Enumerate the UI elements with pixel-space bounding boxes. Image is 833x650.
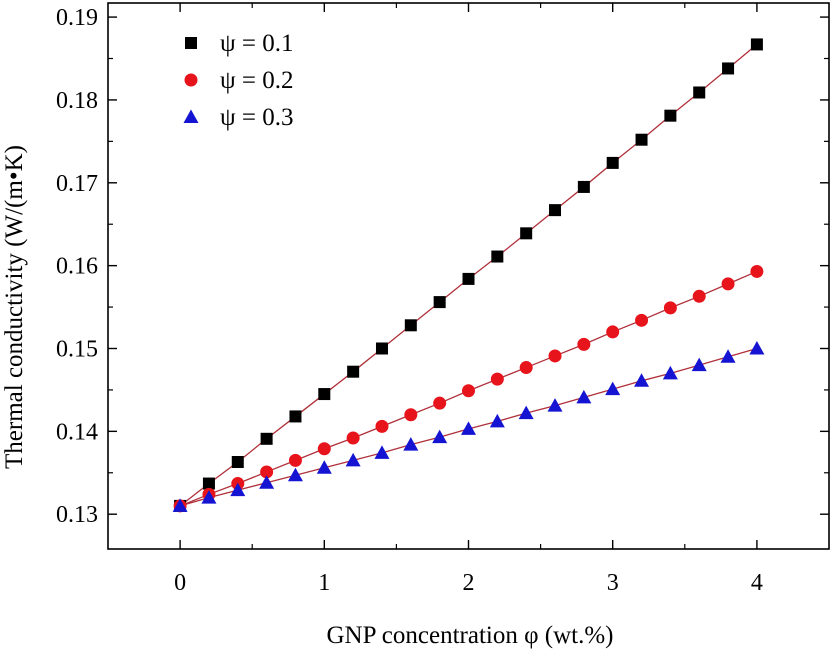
- data-point-series-3: [662, 365, 678, 380]
- data-point-series-3: [345, 452, 361, 467]
- legend-label-series-3: ψ = 0.3: [220, 104, 294, 131]
- legend-label-series-2: ψ = 0.2: [220, 67, 294, 94]
- legend-marker-series-3: [183, 109, 199, 123]
- data-point-series-3: [605, 381, 621, 396]
- x-axis-title: GNP concentration φ (wt.%): [326, 622, 613, 649]
- y-tick-label: 0.18: [56, 88, 98, 114]
- data-point-series-2: [548, 349, 562, 363]
- data-point-series-3: [172, 498, 188, 512]
- data-point-series-2: [317, 442, 331, 456]
- data-point-series-2: [692, 289, 706, 303]
- data-point-series-3: [518, 405, 534, 420]
- data-point-series-1: [433, 296, 446, 309]
- data-markers: [172, 38, 765, 513]
- data-point-series-1: [318, 388, 331, 401]
- data-point-series-2: [606, 325, 620, 339]
- data-point-series-2: [577, 337, 591, 351]
- data-point-series-3: [547, 398, 563, 412]
- data-point-series-1: [231, 456, 244, 469]
- x-tick-label: 0: [174, 570, 186, 596]
- data-point-series-1: [635, 133, 648, 146]
- data-point-series-3: [489, 413, 505, 428]
- data-point-series-1: [202, 477, 215, 490]
- x-tick-label: 1: [318, 570, 330, 596]
- x-tick-label: 3: [607, 570, 619, 596]
- data-point-series-1: [722, 62, 735, 75]
- x-tick-label: 2: [463, 570, 475, 596]
- data-point-series-1: [404, 319, 417, 332]
- data-point-series-3: [316, 460, 332, 474]
- data-point-series-3: [230, 482, 246, 497]
- data-point-series-2: [721, 277, 735, 291]
- legend-marker-series-1: [185, 37, 197, 49]
- data-point-series-1: [549, 204, 562, 217]
- data-point-series-2: [490, 372, 504, 386]
- data-point-series-1: [693, 86, 706, 99]
- y-tick-label: 0.17: [56, 171, 98, 197]
- data-point-series-3: [259, 475, 275, 489]
- data-point-series-2: [288, 453, 302, 467]
- data-point-series-1: [462, 272, 475, 285]
- y-tick-label: 0.14: [56, 419, 98, 445]
- y-tick-label: 0.19: [56, 5, 98, 31]
- axes: 0 1 2 3 4 0.13 0.14 0.15 0.16 0.17 0.18 0.19: [56, 2, 830, 596]
- data-point-series-3: [691, 357, 707, 372]
- data-point-series-2: [433, 396, 447, 410]
- data-point-series-2: [260, 465, 274, 479]
- data-point-series-3: [749, 340, 765, 355]
- data-point-series-1: [520, 227, 533, 240]
- data-point-series-3: [576, 389, 592, 404]
- data-point-series-1: [606, 156, 619, 169]
- y-tick-label: 0.15: [56, 336, 98, 362]
- data-point-series-2: [404, 408, 418, 422]
- data-point-series-1: [347, 365, 360, 378]
- data-point-series-1: [577, 180, 590, 193]
- data-point-series-3: [634, 373, 650, 387]
- data-point-series-1: [260, 432, 273, 445]
- legend: ψ = 0.1 ψ = 0.2 ψ = 0.3: [183, 30, 294, 131]
- data-point-series-3: [720, 349, 736, 363]
- data-point-series-1: [491, 250, 504, 263]
- data-point-series-3: [403, 437, 419, 451]
- data-point-series-2: [346, 431, 360, 445]
- y-tick-label: 0.16: [56, 254, 98, 280]
- data-point-series-3: [287, 467, 303, 482]
- data-point-series-3: [461, 421, 476, 435]
- data-point-series-2: [635, 313, 649, 327]
- data-point-series-3: [201, 490, 217, 504]
- y-tick-label: 0.13: [56, 502, 98, 528]
- legend-marker-series-2: [184, 73, 198, 87]
- y-axis-title: Thermal conductivity (W/(m•K): [1, 145, 28, 469]
- data-point-series-1: [375, 342, 388, 355]
- data-point-series-2: [462, 384, 475, 398]
- data-point-series-2: [519, 361, 533, 375]
- data-point-series-3: [432, 429, 448, 444]
- x-tick-label: 4: [751, 570, 763, 596]
- data-point-series-3: [374, 445, 390, 459]
- data-point-series-1: [750, 38, 763, 51]
- data-point-series-2: [663, 301, 677, 315]
- data-point-series-1: [289, 410, 302, 423]
- data-point-series-2: [750, 264, 764, 278]
- legend-label-series-1: ψ = 0.1: [220, 30, 294, 57]
- data-point-series-2: [375, 419, 389, 433]
- data-point-series-1: [664, 109, 677, 122]
